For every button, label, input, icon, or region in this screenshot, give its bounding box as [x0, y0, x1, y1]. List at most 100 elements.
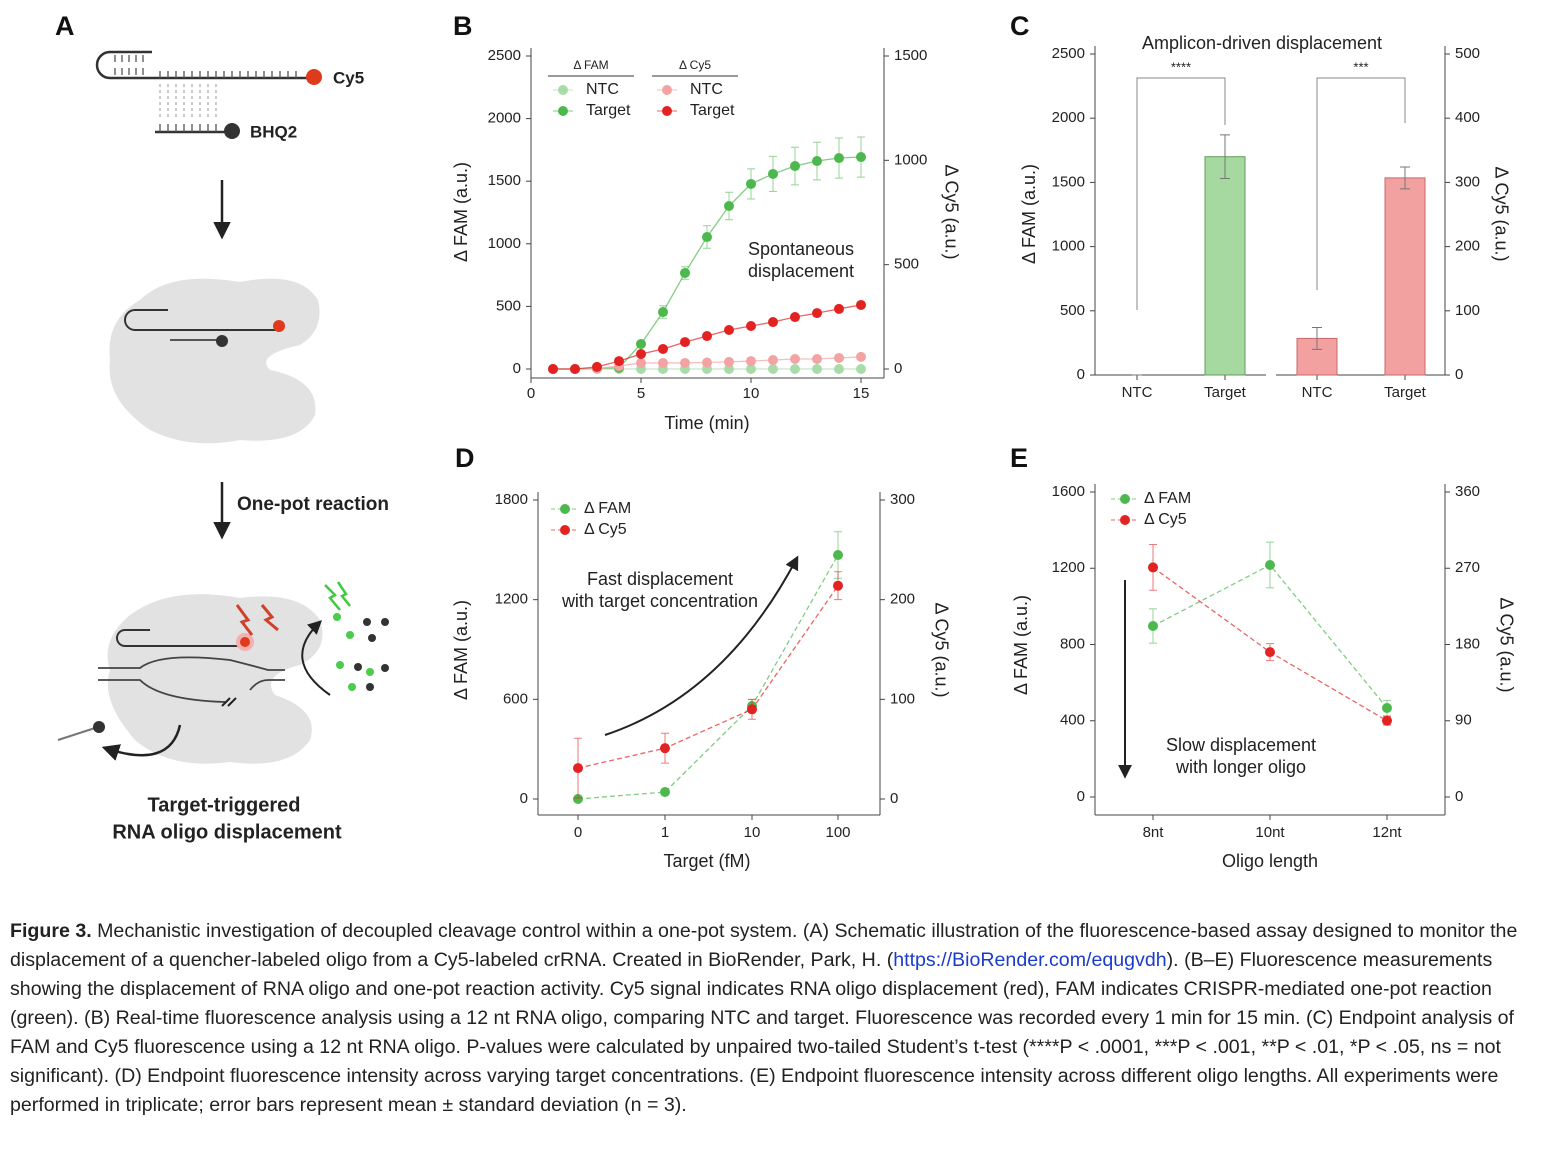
y2-axis-label: Δ Cy5 (a.u.)	[941, 164, 961, 259]
legend-label: Target	[586, 102, 631, 119]
cy5-dot	[240, 637, 250, 647]
y2-tick-label: 1000	[894, 151, 927, 168]
legend-marker	[662, 106, 672, 116]
point	[790, 312, 800, 323]
caption-label: Figure 3.	[10, 920, 92, 942]
point	[768, 355, 778, 366]
point	[746, 356, 756, 367]
point	[636, 348, 646, 359]
y2-axis-label: Δ Cy5 (a.u.)	[1496, 597, 1516, 692]
legend-label: Δ Cy5	[1144, 511, 1187, 528]
x-tick-label: 8nt	[1143, 824, 1165, 841]
y-tick-label: 1200	[495, 591, 528, 608]
protein	[107, 594, 323, 764]
cy5-label: Cy5	[333, 68, 364, 87]
y-tick-label: 1500	[488, 172, 521, 189]
error-bar	[1400, 166, 1410, 190]
chart-title: Amplicon-driven displacement	[1142, 33, 1382, 53]
point	[680, 267, 690, 278]
point	[834, 153, 844, 164]
y-tick-label: 0	[1077, 788, 1085, 805]
x-tick-label: NTC	[1122, 384, 1153, 401]
legend-marker	[558, 106, 568, 116]
target-dna	[98, 656, 285, 703]
x-tick-label: 12nt	[1372, 824, 1402, 841]
point	[790, 364, 800, 374]
significance-bracket	[1136, 77, 1226, 310]
panel-label: A	[55, 11, 75, 41]
point	[614, 356, 624, 367]
y-axis-label: Δ FAM (a.u.)	[451, 600, 471, 700]
y-tick-label: 0	[1077, 366, 1085, 383]
panel-label: C	[1010, 11, 1030, 41]
point	[746, 178, 756, 189]
y-tick-label: 2500	[488, 47, 521, 64]
y-tick-label: 500	[1060, 302, 1085, 319]
point	[680, 357, 690, 368]
point	[724, 356, 734, 367]
legend-group-title: Δ FAM	[573, 58, 608, 72]
significance-label: ***	[1353, 59, 1368, 74]
chart: E 0 400 800 1200 1600 0 90 180 270 360 8nt 10nt 12nt Δ…	[1010, 443, 1516, 871]
cy5-dot	[273, 320, 285, 332]
result-title: Target-triggered	[148, 794, 301, 816]
circle	[354, 663, 362, 671]
y2-tick-label: 300	[890, 491, 915, 508]
point	[658, 357, 668, 368]
oligo-ticks	[159, 124, 217, 132]
circle	[366, 683, 374, 691]
point	[702, 232, 712, 243]
pairing	[159, 84, 217, 120]
point	[636, 338, 646, 349]
x-tick-label: 10	[744, 824, 761, 841]
point	[833, 580, 843, 591]
point	[658, 307, 668, 318]
x-tick-label: 15	[853, 385, 870, 402]
y2-tick-label: 200	[890, 591, 915, 608]
caption-link: https://BioRender.com/equgvdh	[893, 949, 1167, 971]
point	[768, 168, 778, 179]
legend-label: NTC	[690, 81, 723, 98]
x-tick-label: Target	[1384, 384, 1427, 401]
x-tick-label: 1	[661, 824, 669, 841]
point	[1265, 560, 1275, 571]
legend-group-title: Δ Cy5	[679, 58, 711, 72]
circle	[333, 613, 341, 621]
y2-axis-label: Δ Cy5 (a.u.)	[931, 602, 951, 697]
point	[1382, 702, 1392, 713]
chart: D 0 600 1200 1800 0 100 200 300 0 1 10 100 Δ FAM (a.u…	[451, 443, 952, 871]
point	[834, 364, 844, 374]
point	[724, 324, 734, 335]
point	[856, 364, 866, 374]
y-axis-label: Δ FAM (a.u.)	[1011, 595, 1031, 695]
point	[724, 364, 734, 374]
point	[812, 156, 822, 167]
x-tick-label: 10nt	[1255, 824, 1285, 841]
signal	[324, 581, 351, 611]
x-tick-label: 10	[743, 385, 760, 402]
y-tick-label: 2000	[1052, 109, 1085, 126]
legend-label: Δ Cy5	[584, 521, 627, 538]
quencher-dot	[93, 721, 105, 733]
error-bar	[1312, 326, 1322, 350]
crrna	[116, 629, 243, 647]
point	[747, 704, 757, 715]
circle	[348, 683, 356, 691]
x-tick-label: Target	[1204, 384, 1247, 401]
crrna	[95, 50, 308, 80]
annotation: displacement	[748, 261, 854, 281]
point	[790, 161, 800, 172]
y2-tick-label: 90	[1455, 712, 1472, 729]
point	[573, 763, 583, 774]
crrna	[124, 309, 278, 331]
panel-label: B	[453, 11, 473, 41]
annotation: with longer oligo	[1175, 757, 1306, 777]
schematic: A Cy5 BHQ2 One-pot reaction Ta	[55, 11, 389, 843]
arrow	[301, 620, 331, 696]
y2-tick-label: 1500	[894, 47, 927, 64]
y2-tick-label: 270	[1455, 559, 1480, 576]
released-oligo	[57, 727, 96, 741]
y2-tick-label: 0	[1455, 788, 1463, 805]
chart: C 0 500 1000 1500 2000 2500 0 100 200 300 400 500 NTC…	[1010, 11, 1511, 401]
